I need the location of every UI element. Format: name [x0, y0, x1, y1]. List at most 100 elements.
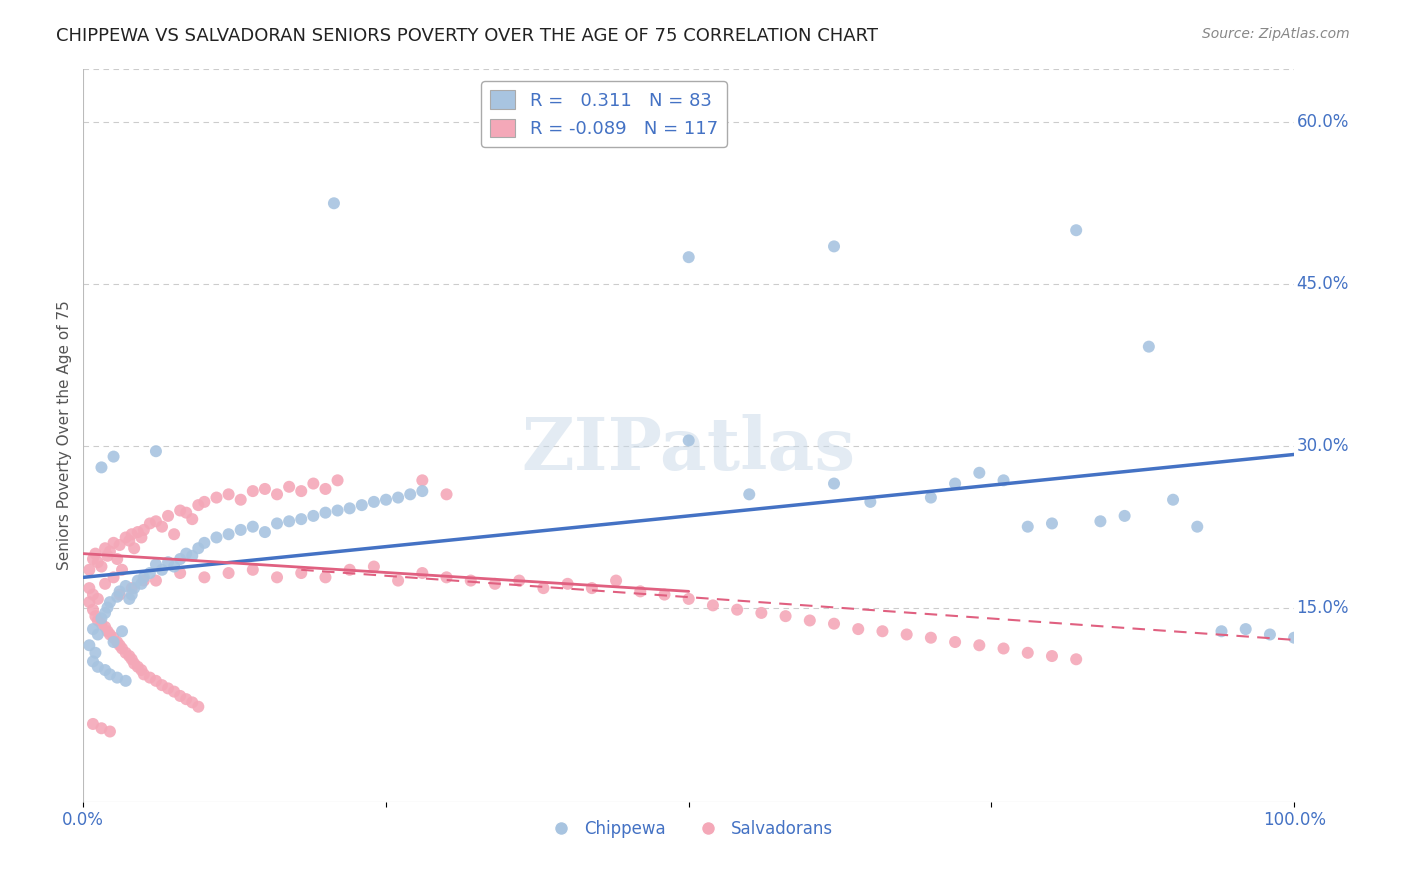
Point — [1234, 622, 1257, 636]
Point — [87, 591, 110, 606]
Point — [326, 503, 349, 517]
Point — [163, 527, 186, 541]
Point — [266, 516, 288, 531]
Point — [181, 549, 204, 563]
Point — [84, 609, 107, 624]
Point — [90, 721, 112, 735]
Point — [82, 603, 104, 617]
Point — [363, 495, 385, 509]
Point — [94, 606, 117, 620]
Point — [132, 667, 155, 681]
Point — [108, 588, 131, 602]
Text: 45.0%: 45.0% — [1296, 275, 1348, 293]
Point — [82, 655, 104, 669]
Point — [387, 574, 409, 588]
Point — [1017, 519, 1039, 533]
Point — [87, 660, 110, 674]
Point — [920, 631, 942, 645]
Point — [108, 638, 131, 652]
Point — [127, 524, 149, 539]
Point — [84, 646, 107, 660]
Point — [229, 523, 252, 537]
Point — [132, 574, 155, 588]
Point — [314, 482, 336, 496]
Point — [350, 498, 373, 512]
Point — [131, 577, 153, 591]
Point — [1017, 646, 1039, 660]
Point — [399, 487, 422, 501]
Point — [169, 566, 191, 580]
Point — [363, 559, 385, 574]
Point — [1258, 627, 1281, 641]
Point — [98, 724, 121, 739]
Point — [150, 678, 173, 692]
Point — [181, 695, 204, 709]
Point — [108, 584, 131, 599]
Text: 30.0%: 30.0% — [1296, 437, 1350, 455]
Point — [157, 508, 180, 523]
Point — [846, 622, 869, 636]
Point — [82, 552, 104, 566]
Point — [90, 559, 112, 574]
Point — [859, 495, 882, 509]
Point — [1161, 492, 1184, 507]
Point — [411, 473, 433, 487]
Point — [605, 574, 627, 588]
Point — [253, 524, 276, 539]
Point — [103, 536, 125, 550]
Point — [323, 196, 346, 211]
Point — [290, 484, 312, 499]
Point — [103, 570, 125, 584]
Point — [678, 434, 700, 448]
Text: 15.0%: 15.0% — [1296, 599, 1350, 616]
Point — [654, 588, 676, 602]
Point — [738, 487, 761, 501]
Point — [96, 549, 118, 563]
Point — [150, 519, 173, 533]
Point — [205, 531, 228, 545]
Point — [896, 627, 918, 641]
Legend: Chippewa, Salvadorans: Chippewa, Salvadorans — [537, 814, 839, 845]
Point — [103, 635, 125, 649]
Point — [823, 239, 845, 253]
Point — [79, 595, 101, 609]
Point — [218, 527, 240, 541]
Point — [169, 552, 191, 566]
Point — [266, 570, 288, 584]
Point — [87, 555, 110, 569]
Point — [411, 566, 433, 580]
Point — [278, 480, 301, 494]
Point — [94, 663, 117, 677]
Point — [531, 581, 554, 595]
Point — [163, 559, 186, 574]
Point — [157, 555, 180, 569]
Point — [114, 579, 136, 593]
Point — [145, 558, 167, 572]
Point — [339, 563, 361, 577]
Point — [94, 577, 117, 591]
Point — [557, 577, 579, 591]
Point — [775, 609, 797, 624]
Point — [702, 599, 724, 613]
Point — [94, 620, 117, 634]
Point — [114, 646, 136, 660]
Point — [127, 660, 149, 674]
Point — [122, 581, 145, 595]
Point — [508, 574, 530, 588]
Point — [163, 684, 186, 698]
Point — [98, 595, 121, 609]
Point — [290, 566, 312, 580]
Point — [1282, 631, 1305, 645]
Point — [79, 638, 101, 652]
Point — [169, 689, 191, 703]
Point — [678, 591, 700, 606]
Text: ZIPatlas: ZIPatlas — [522, 414, 856, 485]
Point — [751, 606, 773, 620]
Point — [181, 512, 204, 526]
Point — [628, 584, 651, 599]
Point — [150, 563, 173, 577]
Point — [139, 516, 162, 531]
Point — [1040, 516, 1063, 531]
Point — [118, 533, 141, 548]
Point — [314, 506, 336, 520]
